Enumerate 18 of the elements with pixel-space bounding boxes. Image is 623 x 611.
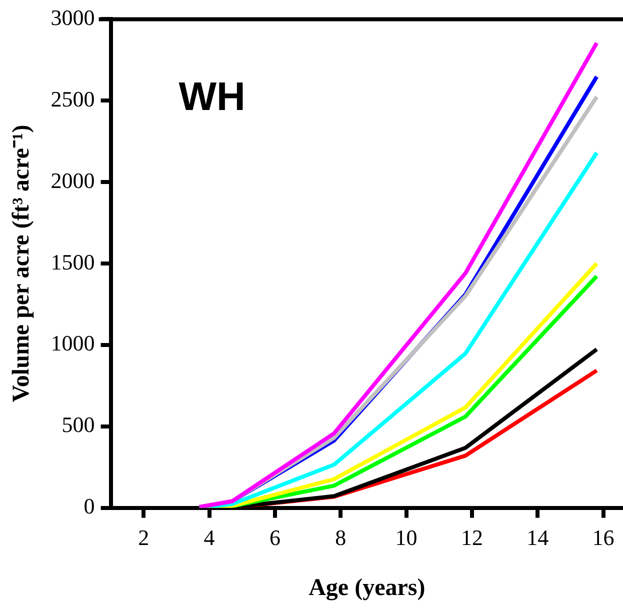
- y-tick-label: 1500: [50, 249, 95, 274]
- y-tick-label: 3000: [50, 4, 95, 30]
- x-tick-label: 4: [204, 524, 215, 550]
- y-axis-title: Volume per acre (ft³ acre⁻¹): [8, 124, 35, 402]
- y-tick-label: 2500: [50, 86, 95, 112]
- y-tick-label: 1000: [50, 330, 95, 356]
- x-tick-label: 16: [592, 524, 614, 550]
- x-tick-label: 2: [138, 524, 150, 550]
- y-tick-label: 0: [84, 494, 95, 519]
- x-tick-label: 14: [526, 524, 549, 550]
- x-tick-label: 8: [335, 524, 346, 550]
- x-tick-label: 12: [460, 524, 483, 550]
- annotation: WH: [178, 75, 246, 120]
- x-axis-title: Age (years): [308, 574, 426, 601]
- x-tick-label: 6: [269, 524, 280, 550]
- y-tick-label: 500: [62, 412, 95, 438]
- x-tick-label: 10: [395, 524, 418, 550]
- y-tick-label: 2000: [50, 168, 95, 193]
